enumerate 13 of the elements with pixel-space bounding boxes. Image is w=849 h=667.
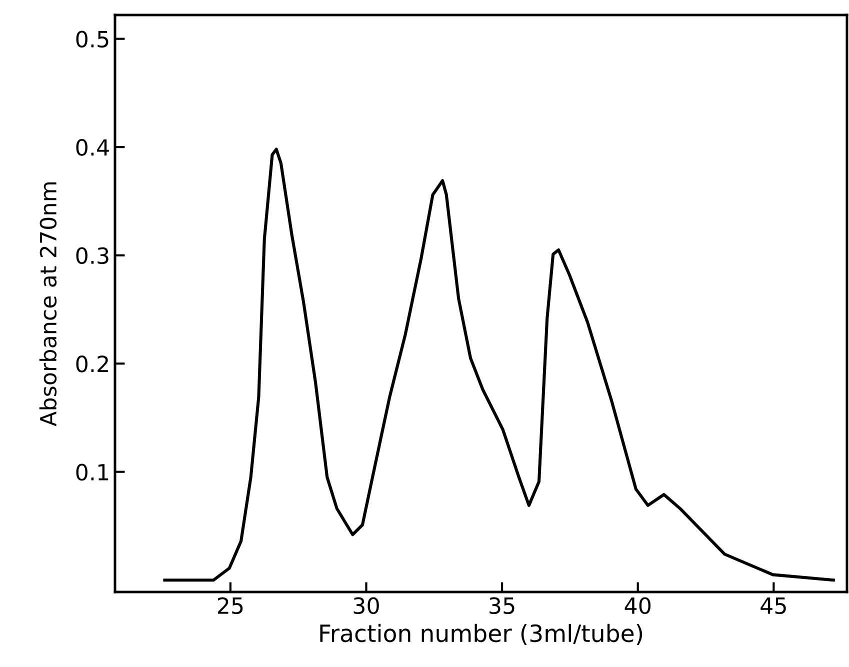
y-tick-label: 0.1 <box>76 464 108 481</box>
x-axis-title: Fraction number (3ml/tube) <box>320 624 642 645</box>
y-tick-label: 0.4 <box>76 139 109 156</box>
x-tick-label: 30 <box>354 597 379 614</box>
y-tick-label: 0.3 <box>76 247 108 264</box>
x-tick-label: 35 <box>490 597 514 614</box>
x-tick-label: 40 <box>624 597 651 614</box>
y-tick-label: 0.5 <box>76 30 108 48</box>
y-axis-title: Absorbance at 270nm <box>39 182 57 426</box>
x-tick-label: 25 <box>218 597 243 614</box>
line-series <box>163 148 835 582</box>
y-tick-label: 0.2 <box>76 356 108 372</box>
x-tick-label: 45 <box>760 598 786 614</box>
